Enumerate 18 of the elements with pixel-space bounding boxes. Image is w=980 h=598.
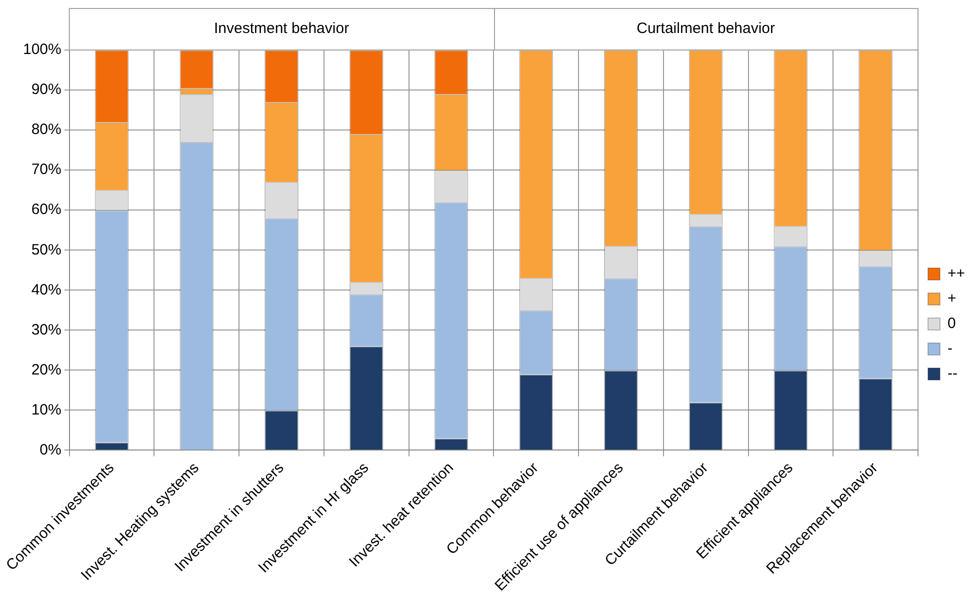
y-tick-label: 50% xyxy=(31,241,62,258)
text: Curtailment behavior xyxy=(636,20,776,38)
y-tick-label: 30% xyxy=(31,321,62,338)
legend-label: - xyxy=(947,340,952,358)
y-tick-label: 40% xyxy=(31,281,62,298)
y-tick-label: 90% xyxy=(31,81,62,98)
text: Investment behavior xyxy=(214,20,350,38)
y-tick-label: 100% xyxy=(22,41,62,58)
legend-label: 0 xyxy=(947,315,956,332)
y-tick-label: 10% xyxy=(31,401,62,418)
legend-label: + xyxy=(947,290,956,308)
y-tick-label: 70% xyxy=(31,161,62,178)
y-tick-label: 60% xyxy=(31,201,62,218)
y-tick-label: 0% xyxy=(40,441,62,458)
y-tick-label: 80% xyxy=(31,121,62,138)
legend-label: ++ xyxy=(947,265,966,282)
legend-label: -- xyxy=(947,365,958,382)
y-tick-label: 20% xyxy=(31,361,62,378)
